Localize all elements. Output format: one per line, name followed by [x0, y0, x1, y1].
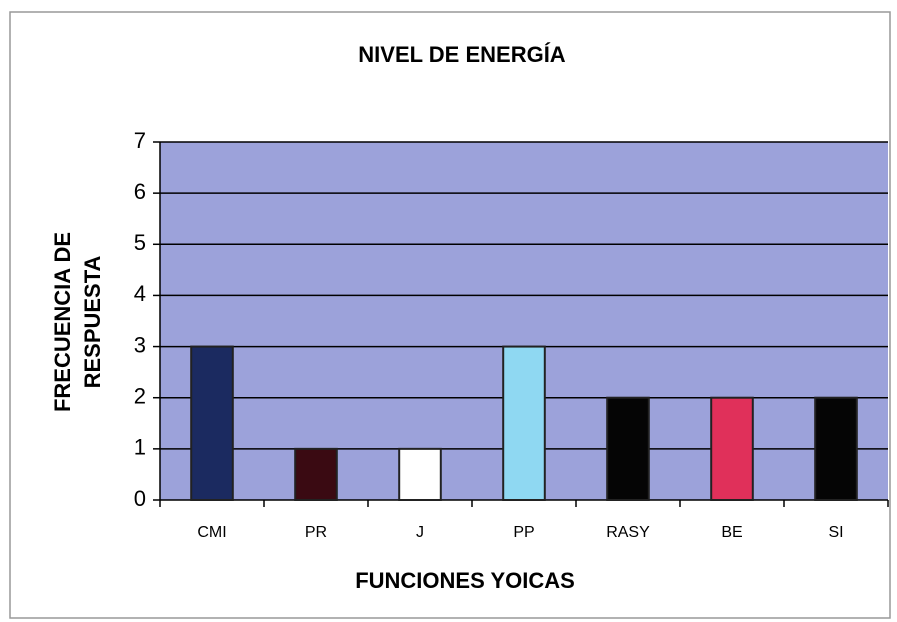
y-tick-label: 0 — [134, 486, 146, 511]
bar — [398, 447, 442, 502]
y-tick-label: 2 — [134, 384, 146, 409]
y-tick-label: 7 — [134, 128, 146, 153]
y-axis-label-line: FRECUENCIA DE — [50, 232, 75, 412]
y-tick-label: 5 — [134, 230, 146, 255]
bar — [502, 345, 546, 502]
bar — [190, 345, 234, 502]
x-axis-label: FUNCIONES YOICAS — [355, 568, 575, 593]
y-tick-label: 3 — [134, 332, 146, 357]
x-tick-label: SI — [828, 524, 843, 541]
frame — [9, 11, 891, 619]
y-tick-label: 1 — [134, 435, 146, 460]
y-axis-label-line: RESPUESTA — [80, 255, 105, 388]
bar — [710, 396, 754, 502]
x-tick-label: CMI — [197, 524, 226, 541]
bar — [814, 396, 858, 502]
y-tick-label: 6 — [134, 179, 146, 204]
x-tick-label: RASY — [606, 524, 650, 541]
y-tick-label: 4 — [134, 281, 146, 306]
bar — [606, 396, 650, 502]
x-tick-label: PR — [305, 524, 327, 541]
x-tick-label: J — [416, 524, 424, 541]
y-axis-label: FRECUENCIA DE RESPUESTA — [50, 232, 105, 412]
bar — [294, 447, 338, 502]
chart-title: NIVEL DE ENERGÍA — [358, 42, 566, 67]
x-tick-label: PP — [513, 524, 534, 541]
x-tick-label: BE — [721, 524, 742, 541]
